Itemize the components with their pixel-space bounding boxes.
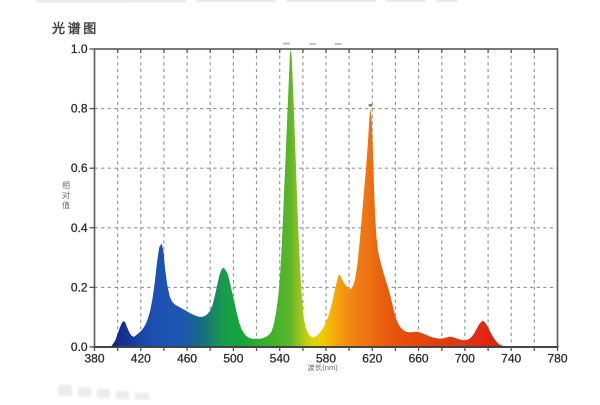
svg-text:0.6: 0.6 (71, 161, 88, 175)
svg-text:0.4: 0.4 (71, 221, 88, 235)
svg-text:780: 780 (547, 352, 567, 366)
svg-text:0.2: 0.2 (71, 280, 88, 294)
svg-text:波长(nm): 波长(nm) (307, 362, 338, 372)
svg-text:580: 580 (316, 352, 336, 366)
svg-text:540: 540 (270, 352, 290, 366)
svg-text:0.8: 0.8 (71, 102, 88, 116)
svg-text:值: 值 (62, 200, 70, 210)
svg-text:660: 660 (409, 352, 429, 366)
svg-text:对: 对 (62, 190, 70, 200)
svg-text:620: 620 (362, 352, 382, 366)
svg-text:460: 460 (177, 352, 197, 366)
svg-text:380: 380 (84, 352, 104, 366)
svg-text:0.0: 0.0 (71, 340, 88, 354)
svg-text:700: 700 (455, 352, 475, 366)
svg-text:相: 相 (62, 180, 70, 190)
svg-text:740: 740 (501, 352, 521, 366)
svg-text:光谱图: 光谱图 (51, 21, 99, 36)
svg-text:1.0: 1.0 (71, 42, 88, 56)
svg-text:500: 500 (223, 352, 243, 366)
svg-text:420: 420 (131, 352, 151, 366)
